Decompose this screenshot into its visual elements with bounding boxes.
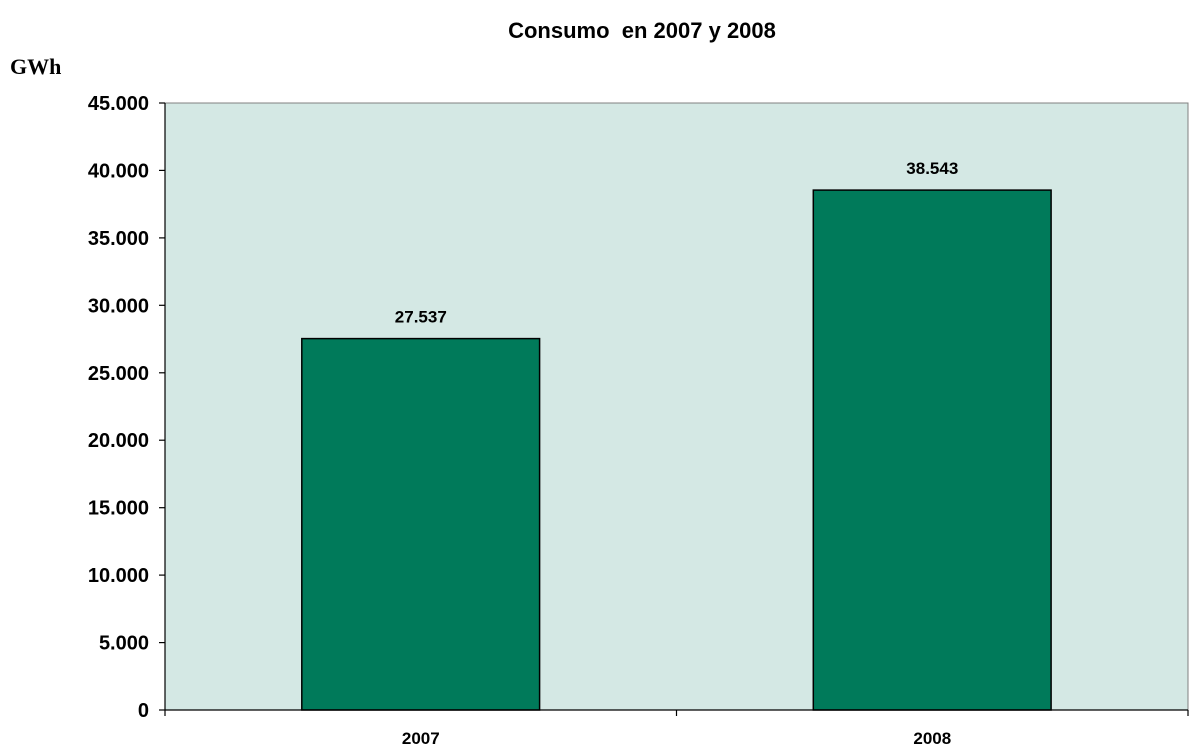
chart-title: Consumo en 2007 y 2008 (508, 18, 776, 43)
data-label-2008: 38.543 (906, 159, 958, 178)
axes-layer (159, 102, 1189, 716)
bar-2007 (301, 337, 541, 711)
y-tick-label: 10.000 (88, 565, 149, 587)
y-tick-label: 30.000 (88, 295, 149, 317)
y-tick-label: 40.000 (88, 160, 149, 182)
y-tick-label: 45.000 (88, 93, 149, 115)
y-tick-label: 5.000 (99, 633, 149, 655)
bar-2008 (812, 189, 1052, 711)
y-tick-label: 0 (138, 700, 149, 722)
y-tick-label: 35.000 (88, 228, 149, 250)
bars-layer (301, 189, 1052, 711)
x-tick-label-2008: 2008 (913, 729, 951, 748)
data-label-2007: 27.537 (395, 308, 447, 327)
labels-layer: 27.537 2007 38.543 2008 0 5.000 10.000 15.000 20… (88, 93, 958, 748)
y-tick-label: 20.000 (88, 430, 149, 452)
x-tick-label-2007: 2007 (402, 729, 440, 748)
y-tick-label: 25.000 (88, 363, 149, 385)
y-axis-unit-label: GWh (10, 54, 61, 79)
y-tick-label: 15.000 (88, 498, 149, 520)
